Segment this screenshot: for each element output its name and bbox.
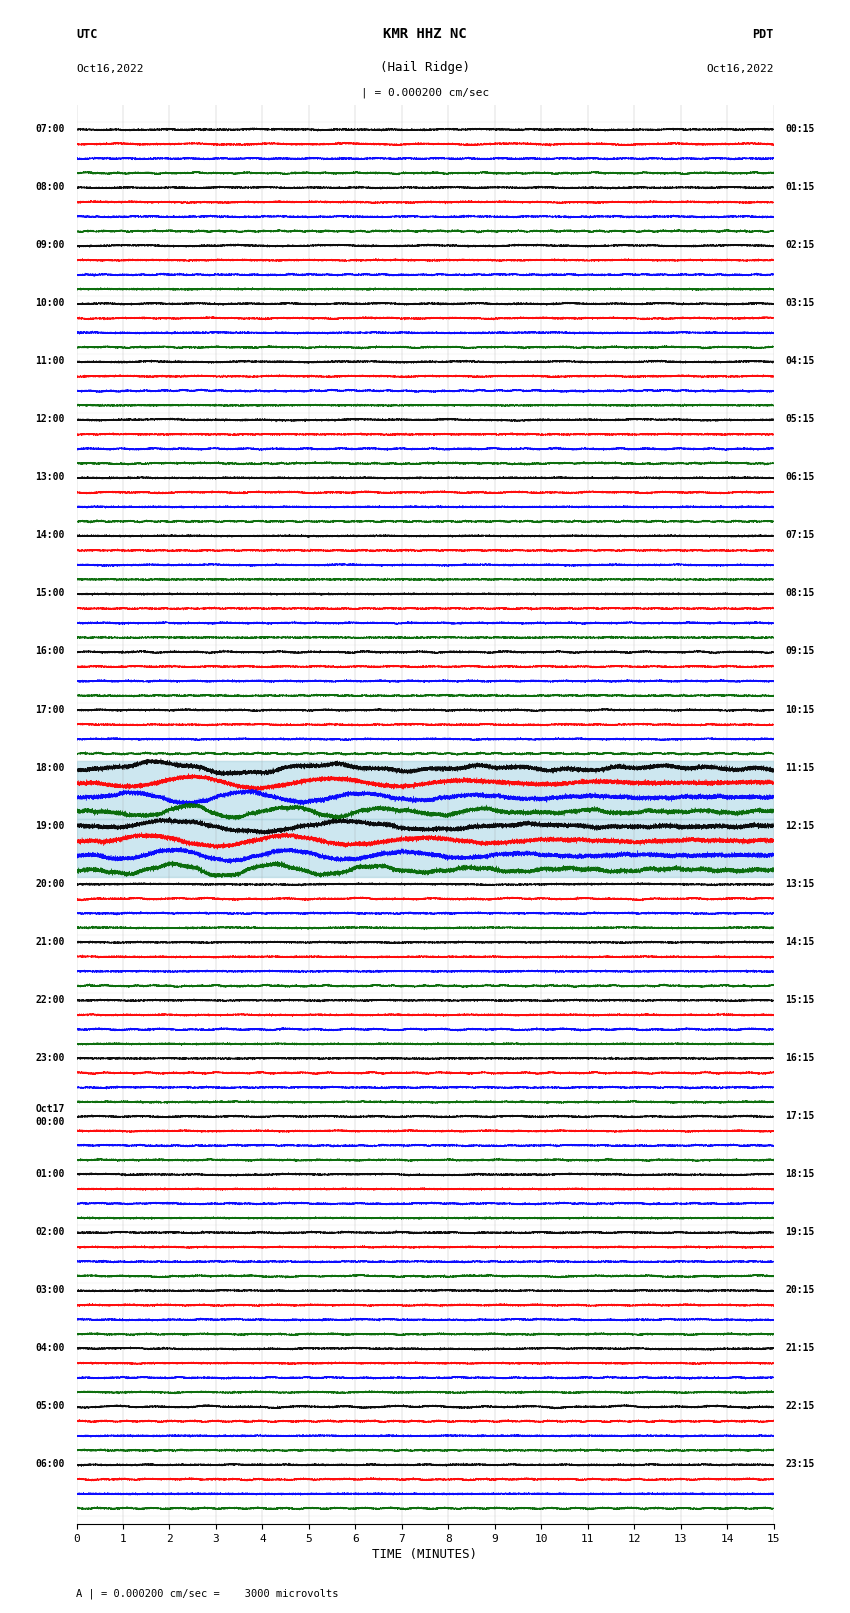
Text: | = 0.000200 cm/sec: | = 0.000200 cm/sec <box>361 87 489 98</box>
Text: 00:15: 00:15 <box>785 124 814 134</box>
X-axis label: TIME (MINUTES): TIME (MINUTES) <box>372 1548 478 1561</box>
Bar <box>76 761 774 819</box>
Text: 21:15: 21:15 <box>785 1344 814 1353</box>
Text: 14:00: 14:00 <box>36 531 65 540</box>
Text: 09:15: 09:15 <box>785 647 814 656</box>
Bar <box>76 819 774 877</box>
Text: 16:15: 16:15 <box>785 1053 814 1063</box>
Text: 10:00: 10:00 <box>36 298 65 308</box>
Text: 21:00: 21:00 <box>36 937 65 947</box>
Text: 15:15: 15:15 <box>785 995 814 1005</box>
Text: 23:00: 23:00 <box>36 1053 65 1063</box>
Text: 11:00: 11:00 <box>36 356 65 366</box>
Text: 03:00: 03:00 <box>36 1286 65 1295</box>
Text: 16:00: 16:00 <box>36 647 65 656</box>
Text: 07:15: 07:15 <box>785 531 814 540</box>
Text: 19:15: 19:15 <box>785 1227 814 1237</box>
Text: UTC: UTC <box>76 27 98 40</box>
Text: 20:00: 20:00 <box>36 879 65 889</box>
Text: 13:15: 13:15 <box>785 879 814 889</box>
Text: 22:00: 22:00 <box>36 995 65 1005</box>
Text: 12:00: 12:00 <box>36 415 65 424</box>
Text: 00:00: 00:00 <box>36 1116 65 1127</box>
Text: 10:15: 10:15 <box>785 705 814 715</box>
Text: 08:15: 08:15 <box>785 589 814 598</box>
Text: 23:15: 23:15 <box>785 1460 814 1469</box>
Text: Oct16,2022: Oct16,2022 <box>706 63 774 74</box>
Text: 05:00: 05:00 <box>36 1402 65 1411</box>
Text: (Hail Ridge): (Hail Ridge) <box>380 61 470 74</box>
Text: 04:00: 04:00 <box>36 1344 65 1353</box>
Text: Oct16,2022: Oct16,2022 <box>76 63 144 74</box>
Text: 01:00: 01:00 <box>36 1169 65 1179</box>
Text: 09:00: 09:00 <box>36 240 65 250</box>
Text: 01:15: 01:15 <box>785 182 814 192</box>
Text: Oct17: Oct17 <box>36 1103 65 1115</box>
Text: A | = 0.000200 cm/sec =    3000 microvolts: A | = 0.000200 cm/sec = 3000 microvolts <box>76 1589 339 1598</box>
Text: 20:15: 20:15 <box>785 1286 814 1295</box>
Text: 03:15: 03:15 <box>785 298 814 308</box>
Text: 06:15: 06:15 <box>785 473 814 482</box>
Text: 17:15: 17:15 <box>785 1111 814 1121</box>
Text: 18:15: 18:15 <box>785 1169 814 1179</box>
Text: 13:00: 13:00 <box>36 473 65 482</box>
Text: 04:15: 04:15 <box>785 356 814 366</box>
Text: 19:00: 19:00 <box>36 821 65 831</box>
Text: 02:00: 02:00 <box>36 1227 65 1237</box>
Text: 07:00: 07:00 <box>36 124 65 134</box>
Text: KMR HHZ NC: KMR HHZ NC <box>383 27 467 40</box>
Text: 22:15: 22:15 <box>785 1402 814 1411</box>
Text: 12:15: 12:15 <box>785 821 814 831</box>
Text: 08:00: 08:00 <box>36 182 65 192</box>
Text: 17:00: 17:00 <box>36 705 65 715</box>
Text: 02:15: 02:15 <box>785 240 814 250</box>
Text: 18:00: 18:00 <box>36 763 65 773</box>
Text: 15:00: 15:00 <box>36 589 65 598</box>
Text: PDT: PDT <box>752 27 774 40</box>
Text: 05:15: 05:15 <box>785 415 814 424</box>
Text: 06:00: 06:00 <box>36 1460 65 1469</box>
Text: 11:15: 11:15 <box>785 763 814 773</box>
Text: 14:15: 14:15 <box>785 937 814 947</box>
